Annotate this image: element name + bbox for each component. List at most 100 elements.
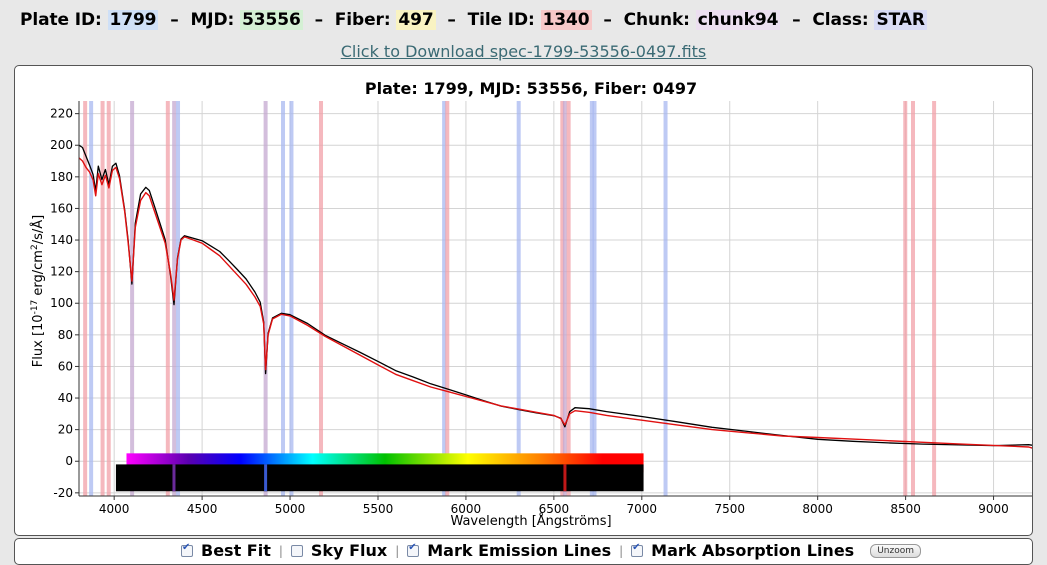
x-tick-label: 8500 — [890, 502, 921, 516]
unzoom-button[interactable]: Unzoom — [870, 543, 921, 558]
line-mark-emission — [106, 101, 111, 496]
line-mark-absorption — [442, 101, 447, 496]
sky-flux-toggle[interactable]: Sky Flux — [290, 541, 388, 560]
separator: – — [314, 10, 324, 30]
best-fit-toggle[interactable]: Best Fit — [181, 541, 271, 560]
chart-title: Plate: 1799, MJD: 53556, Fiber: 0497 — [365, 79, 697, 98]
line-mark-mixed — [263, 101, 268, 496]
emission-lines-toggle[interactable]: Mark Emission Lines — [407, 541, 611, 560]
x-tick-label: 4000 — [99, 502, 130, 516]
spectrum-header: Plate ID: 1799 – MJD: 53556 – Fiber: 497… — [20, 10, 927, 36]
tile-label: Tile ID: — [467, 10, 535, 30]
color-bars — [115, 453, 644, 492]
y-tick-label: 40 — [58, 391, 73, 405]
separator: | — [619, 543, 624, 558]
x-tick-label: 9000 — [978, 502, 1009, 516]
y-axis-label-main: Flux [10 — [31, 314, 46, 367]
mjd-label: MJD: — [190, 10, 235, 30]
y-tick-label: -20 — [53, 486, 73, 500]
best-fit-label: Best Fit — [201, 541, 271, 560]
line-mark-emission — [445, 101, 450, 496]
y-axis-label-exp: -17 — [30, 300, 40, 315]
line-mark-absorption — [592, 101, 597, 496]
separator: | — [395, 543, 400, 558]
line-mark-absorption — [176, 101, 181, 496]
absorption-lines-checkbox[interactable] — [631, 542, 644, 557]
y-tick-label: 140 — [50, 233, 73, 247]
best-fit-checkbox[interactable] — [181, 542, 193, 557]
spectrum-chart[interactable]: Plate: 1799, MJD: 53556, Fiber: 0497 400… — [15, 66, 1032, 535]
tile-id: 1340 — [540, 10, 592, 30]
absorption-bar-mark — [264, 464, 268, 492]
y-tick-label: 160 — [50, 201, 73, 215]
axes: 4000 4500 5000 5500 6000 6500 7000 7500 8000 8500… — [50, 101, 1032, 516]
mjd-value: 53556 — [240, 10, 303, 30]
line-mark-emission — [560, 101, 565, 496]
x-tick-label: 6000 — [451, 502, 482, 516]
chunk-value: chunk94 — [695, 10, 781, 30]
x-axis-label: Wavelength [Ångströms] — [450, 513, 611, 529]
y-tick-label: 180 — [50, 170, 73, 184]
chunk-label: Chunk: — [623, 10, 690, 30]
separator: – — [603, 10, 612, 30]
absorption-lines-label: Mark Absorption Lines — [651, 541, 855, 560]
line-mark-emission — [932, 101, 937, 496]
line-mark-absorption — [289, 101, 294, 496]
x-tick-label: 5000 — [275, 502, 306, 516]
line-mark-emission — [100, 101, 105, 496]
plate-label: Plate ID: — [20, 10, 102, 30]
separator: – — [792, 10, 801, 30]
line-mark-emission — [83, 101, 88, 496]
y-tick-label: 100 — [50, 296, 73, 310]
line-mark-emission — [566, 101, 571, 496]
separator: – — [447, 10, 456, 30]
y-tick-label: 0 — [65, 454, 73, 468]
absorption-lines-toggle[interactable]: Mark Absorption Lines — [631, 541, 854, 560]
line-mark-absorption — [589, 101, 594, 496]
x-tick-label: 8000 — [802, 502, 833, 516]
line-mark-emission — [165, 101, 170, 496]
x-tick-label: 7500 — [714, 502, 745, 516]
flux-series-line — [78, 144, 1032, 447]
best-fit-series-line — [78, 157, 1032, 449]
y-axis-label-sq: 2 — [30, 244, 40, 250]
line-mark-absorption — [663, 101, 668, 496]
x-tick-label: 5500 — [363, 502, 394, 516]
plate-id: 1799 — [107, 10, 159, 30]
emission-lines-checkbox[interactable] — [407, 542, 420, 557]
emission-lines-label: Mark Emission Lines — [427, 541, 612, 560]
absorption-bar-mark — [172, 464, 176, 492]
absorption-lines-bar — [115, 464, 644, 492]
y-tick-label: 200 — [50, 138, 73, 152]
line-mark-emission — [319, 101, 324, 496]
separator: – — [170, 10, 179, 30]
line-mark-emission — [903, 101, 908, 496]
y-tick-label: 220 — [50, 107, 73, 121]
y-axis-label-mid: erg/cm — [31, 250, 46, 300]
download-fits-link[interactable]: Click to Download spec-1799-53556-0497.f… — [340, 42, 707, 61]
series-lines — [78, 144, 1032, 449]
line-mark-absorption — [89, 101, 94, 496]
x-tick-label: 6500 — [539, 502, 570, 516]
x-tick-label: 7000 — [627, 502, 658, 516]
line-mark-mixed — [562, 101, 567, 496]
grid — [79, 101, 1032, 496]
x-tick-label: 4500 — [187, 502, 218, 516]
sky-flux-label: Sky Flux — [310, 541, 388, 560]
y-axis-label-end: /s/Å] — [30, 215, 46, 245]
separator: | — [278, 543, 283, 558]
y-axis-label: Flux [10-17 erg/cm2/s/Å] — [30, 215, 46, 367]
y-tick-label: 20 — [58, 423, 73, 437]
line-mark-emission — [910, 101, 915, 496]
class-value: STAR — [874, 10, 927, 30]
line-mark-absorption — [516, 101, 521, 496]
y-tick-label: 120 — [50, 265, 73, 279]
fiber-value: 497 — [396, 10, 436, 30]
spectrum-plot-panel: Plate: 1799, MJD: 53556, Fiber: 0497 400… — [14, 65, 1033, 536]
fiber-label: Fiber: — [334, 10, 391, 30]
absorption-bar-mark — [563, 464, 567, 492]
sky-flux-checkbox[interactable] — [290, 544, 303, 557]
plot-controls: Best Fit | Sky Flux | Mark Emission Line… — [14, 538, 1033, 565]
line-mark-absorption — [281, 101, 286, 496]
line-mark-mixed — [130, 101, 135, 496]
